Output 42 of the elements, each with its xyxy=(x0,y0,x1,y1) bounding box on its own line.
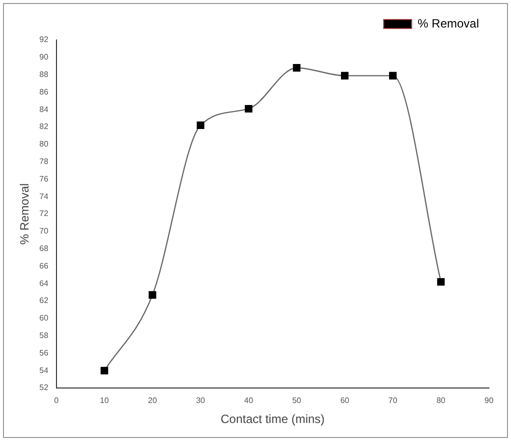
y-tick-label: 64 xyxy=(39,278,49,288)
point xyxy=(389,72,397,80)
y-tick-label: 80 xyxy=(39,140,49,149)
y-tick-label: 72 xyxy=(39,209,49,218)
y-tick-label: 88 xyxy=(39,70,49,80)
y-tick-label: 62 xyxy=(39,296,49,306)
y-tick-label: 82 xyxy=(39,122,49,132)
y-tick-label: 68 xyxy=(39,244,49,254)
point xyxy=(100,366,108,374)
point xyxy=(196,121,204,130)
y-axis-title: % Removal xyxy=(18,183,32,245)
y-tick-label: 92 xyxy=(39,35,49,44)
y-tick-label: 66 xyxy=(39,261,49,270)
x-tick-label: 70 xyxy=(388,396,398,406)
x-tick-label: 80 xyxy=(436,396,446,406)
y-tick-label: 70 xyxy=(39,226,49,236)
point xyxy=(292,64,300,72)
y-tick-label: 60 xyxy=(39,314,49,323)
y-tick-label: 84 xyxy=(39,104,49,114)
x-tick-label: 30 xyxy=(196,396,206,406)
y-tick-label: 76 xyxy=(39,174,49,184)
point xyxy=(340,72,349,80)
y-tick-label: 52 xyxy=(39,383,49,392)
y-tick-label: 74 xyxy=(39,192,49,201)
point xyxy=(148,291,156,299)
y-tick-label: 78 xyxy=(39,157,49,166)
y-tick-label: 54 xyxy=(39,366,49,375)
y-tick-label: 58 xyxy=(39,331,49,340)
x-tick-label: 40 xyxy=(244,396,254,406)
x-tick-label: 10 xyxy=(100,396,110,406)
x-tick-label: 0 xyxy=(54,396,60,406)
y-tick-label: 86 xyxy=(39,87,49,96)
x-axis-title: Contact time (mins) xyxy=(220,412,325,426)
x-tick-label: 60 xyxy=(340,396,350,406)
y-tick-label: 90 xyxy=(39,52,49,62)
x-tick-label: 20 xyxy=(148,396,158,406)
point xyxy=(244,104,252,113)
point xyxy=(437,278,445,286)
x-tick-label: 90 xyxy=(484,396,494,406)
legend-label: % Removal xyxy=(418,16,480,30)
y-tick-label: 56 xyxy=(39,348,49,358)
x-tick-label: 50 xyxy=(292,396,302,406)
